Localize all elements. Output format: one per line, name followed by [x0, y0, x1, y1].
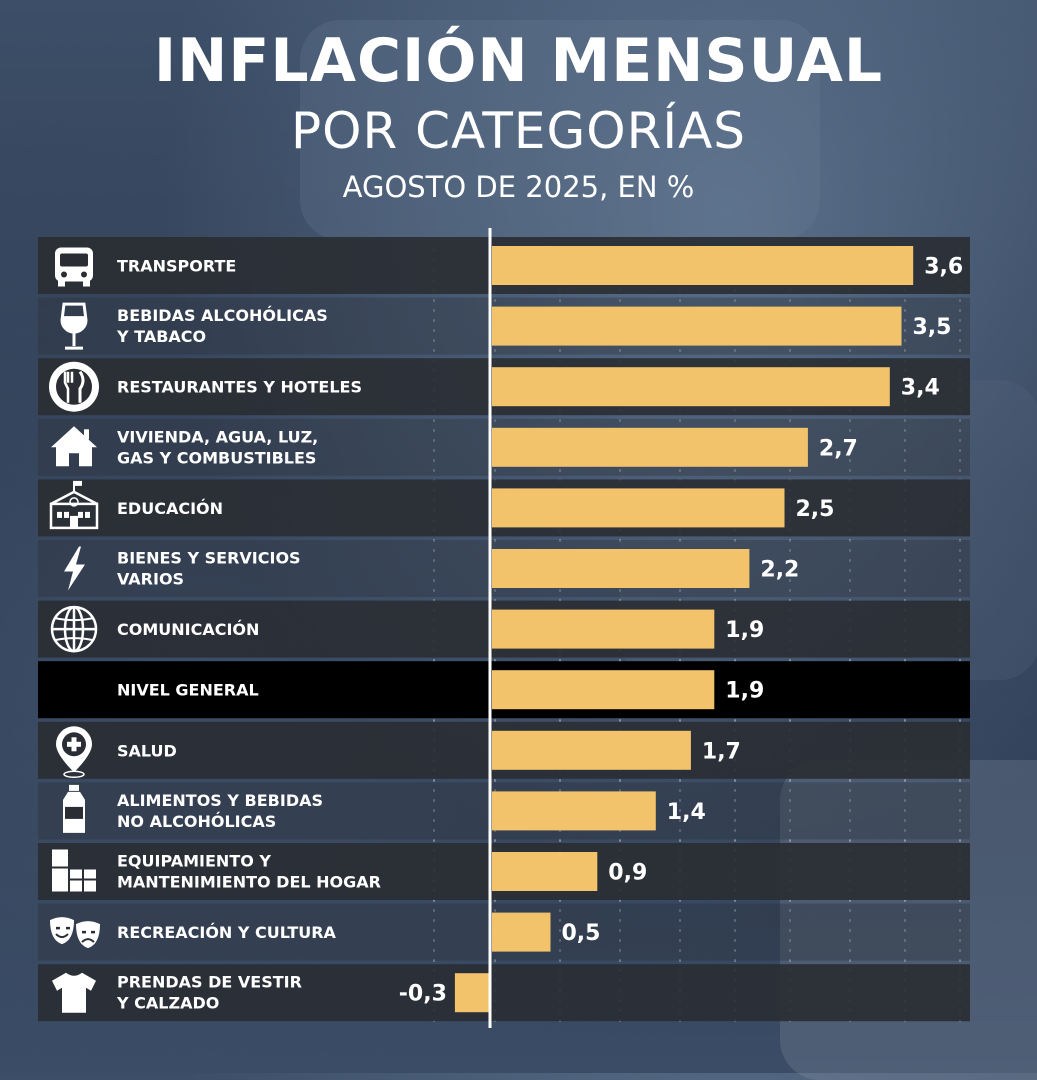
value-label: 1,9 [725, 618, 764, 643]
furniture-icon [52, 849, 96, 892]
category-label: BIENES Y SERVICIOS VARIOS [117, 549, 301, 589]
wine-glass-icon [60, 302, 88, 350]
school-icon [49, 480, 99, 530]
background-shape [780, 760, 1037, 1080]
value-label: 2,5 [796, 497, 835, 522]
chart-row: RECREACIÓN Y CULTURA 0,5 [38, 903, 970, 961]
category-label: TRANSPORTE [117, 257, 236, 276]
chart-row: PRENDAS DE VESTIR Y CALZADO -0,3 [38, 964, 970, 1022]
value-label: 3,6 [924, 255, 963, 280]
chart-row: COMUNICACIÓN 1,9 [38, 600, 970, 658]
category-label: COMUNICACIÓN [117, 620, 259, 639]
bar [492, 912, 551, 952]
bar [492, 609, 715, 649]
bar [454, 973, 490, 1013]
chart-row: ALIMENTOS Y BEBIDAS NO ALCOHÓLICAS 1,4 [38, 782, 970, 840]
value-label: 3,5 [913, 315, 952, 340]
category-label: RESTAURANTES Y HOTELES [117, 378, 362, 397]
bar [492, 549, 750, 588]
category-label: EDUCACIÓN [117, 499, 223, 518]
bar [492, 852, 598, 891]
row-background [38, 964, 970, 1022]
chart-row: SALUD 1,7 [38, 721, 970, 779]
chart-row: EDUCACIÓN 2,5 [38, 479, 970, 537]
chart-caption: AGOSTO DE 2025, EN % [342, 170, 695, 204]
theater-masks-icon [50, 917, 100, 949]
tshirt-icon [52, 972, 96, 1013]
bar [492, 488, 785, 528]
value-label: 3,4 [901, 376, 940, 401]
bar [492, 427, 808, 467]
chart-row: TRANSPORTE 3,6 [38, 237, 970, 294]
chart-row: BEBIDAS ALCOHÓLICAS Y TABACO 3,5 [38, 297, 970, 355]
health-pin-icon [56, 726, 92, 779]
category-label: ALIMENTOS Y BEBIDAS NO ALCOHÓLICAS [117, 791, 323, 831]
bus-icon [55, 247, 93, 287]
background-shape [300, 20, 820, 240]
bar [492, 730, 691, 770]
bottle-icon [63, 784, 85, 833]
category-label: NIVEL GENERAL [117, 681, 259, 700]
category-label: BEBIDAS ALCOHÓLICAS Y TABACO [116, 306, 328, 346]
chart-row: RESTAURANTES Y HOTELES 3,4 [38, 358, 970, 416]
category-label: PRENDAS DE VESTIR Y CALZADO [116, 973, 302, 1013]
bar [492, 791, 656, 831]
category-label: VIVIENDA, AGUA, LUZ, GAS Y COMBUSTIBLES [117, 427, 318, 467]
category-label: RECREACIÓN Y CULTURA [117, 923, 337, 942]
value-label: 1,4 [667, 800, 706, 825]
category-label: SALUD [117, 741, 177, 760]
chart-row: BIENES Y SERVICIOS VARIOS 2,2 [38, 540, 970, 597]
value-label: 2,2 [760, 558, 799, 583]
value-label: -0,3 [399, 982, 447, 1007]
category-label: EQUIPAMIENTO Y MANTENIMIENTO DEL HOGAR [117, 852, 381, 892]
chart-title: INFLACIÓN MENSUAL [153, 26, 884, 96]
value-label: 1,9 [725, 679, 764, 704]
bar [492, 670, 715, 710]
bar [492, 306, 902, 346]
lightning-icon [64, 546, 85, 591]
value-label: 0,9 [608, 861, 647, 886]
chart-row: EQUIPAMIENTO Y MANTENIMIENTO DEL HOGAR 0,9 [38, 843, 970, 900]
chart-row: VIVIENDA, AGUA, LUZ, GAS Y COMBUSTIBLES 2,… [38, 418, 970, 476]
plate-cutlery-icon [49, 361, 99, 412]
value-label: 0,5 [562, 921, 601, 946]
chart-row-nivel-general: NIVEL GENERAL 1,9 [38, 661, 970, 719]
chart-subtitle: POR CATEGORÍAS [290, 102, 747, 160]
globe-icon [50, 605, 98, 653]
bar [492, 246, 914, 285]
value-label: 1,7 [702, 739, 741, 764]
house-icon [51, 426, 97, 467]
value-label: 2,7 [819, 436, 858, 461]
bar [492, 367, 890, 407]
